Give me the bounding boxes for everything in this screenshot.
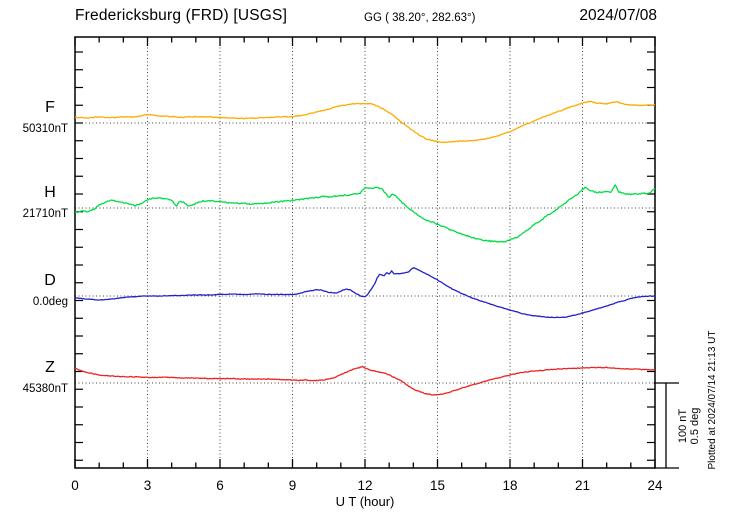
trace-H (74, 184, 656, 243)
x-tick-label-0: 0 (71, 478, 79, 493)
series-ref-Z: 45380nT (23, 383, 68, 395)
plot-frame (74, 36, 656, 469)
series-label-F: F (45, 99, 55, 116)
x-tick-label-3: 3 (144, 478, 152, 493)
scale-bar-label-nt: 100 nT (677, 409, 689, 444)
trace-D (74, 267, 656, 319)
series-label-H: H (44, 184, 56, 201)
plot-date: 2024/07/08 (579, 7, 657, 24)
series-ref-D: 0.0deg (33, 296, 68, 308)
series-ref-H: 21710nT (23, 208, 68, 220)
x-tick-label-9: 9 (289, 478, 297, 493)
x-tick-label-12: 12 (357, 478, 372, 493)
series-label-Z: Z (45, 359, 55, 376)
geographic-coords: GG ( 38.20°, 282.63°) (364, 12, 476, 24)
trace-F (74, 100, 656, 144)
scale-bar-label-deg: 0.5 deg (689, 408, 701, 445)
trace-Z (74, 365, 655, 396)
x-tick-label-21: 21 (575, 478, 590, 493)
x-tick-label-15: 15 (430, 478, 445, 493)
series-ref-F: 50310nT (23, 123, 68, 135)
x-axis-title: U T (hour) (336, 494, 395, 509)
series-label-D: D (44, 272, 56, 289)
station-title: Fredericksburg (FRD) [USGS] (75, 7, 288, 24)
x-tick-label-18: 18 (502, 478, 517, 493)
x-tick-label-6: 6 (216, 478, 224, 493)
x-tick-label-24: 24 (647, 478, 663, 493)
plotted-at-note: Plotted at 2024/07/14 21:13 UT (707, 331, 718, 470)
